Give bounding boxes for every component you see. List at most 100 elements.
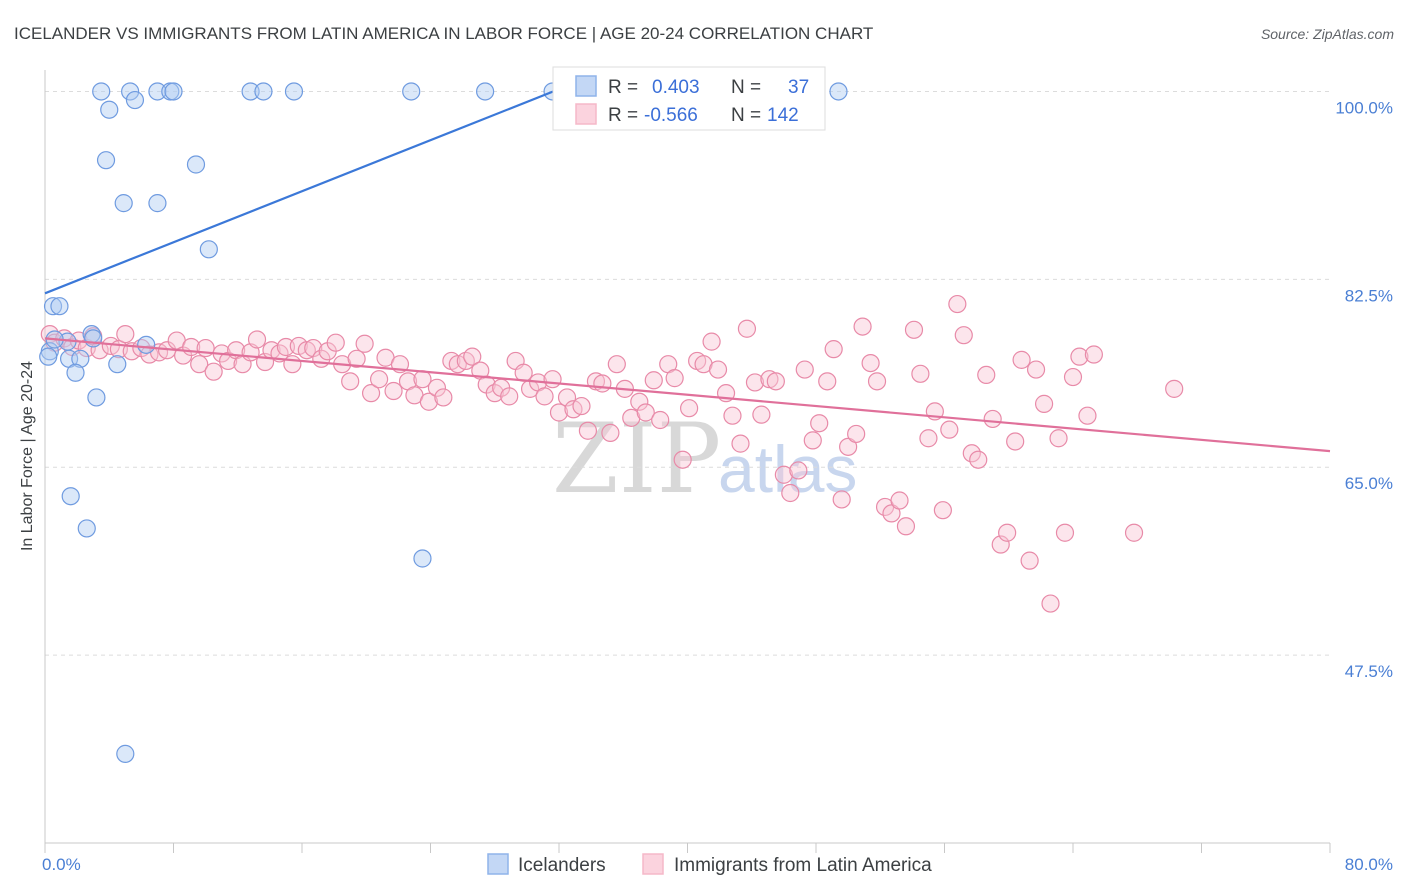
latin-america-point-142 <box>1078 406 1097 425</box>
icelanders-point-26 <box>71 349 90 368</box>
latin-america-point-67 <box>535 387 554 406</box>
y-tick-label-0: 47.5% <box>1345 662 1393 681</box>
icelanders-point-7 <box>284 82 304 101</box>
latin-america-point-43 <box>361 384 381 403</box>
latin-america-point-115 <box>882 504 901 523</box>
latin-america-point-118 <box>904 320 924 339</box>
latin-america-point-97 <box>752 405 771 424</box>
series-latin-america-points <box>40 294 1184 613</box>
legend-n-value-latin-america: 142 <box>767 105 799 126</box>
icelanders-point-16 <box>114 194 133 213</box>
latin-america-point-108 <box>832 490 851 509</box>
latin-america-point-143 <box>1084 345 1103 364</box>
latin-america-point-101 <box>781 483 800 503</box>
x-tick-labels: 0.0% 80.0% <box>42 855 1393 874</box>
latin-america-point-81 <box>636 403 655 422</box>
latin-america-point-52 <box>427 378 447 397</box>
latin-america-point-86 <box>673 450 692 469</box>
y-tick-label-3: 100.0% <box>1335 98 1393 117</box>
latin-america-point-82 <box>644 371 663 390</box>
legend-r-value-latin-america: -0.566 <box>644 105 698 126</box>
latin-america-point-102 <box>789 461 808 480</box>
latin-america-point-145 <box>1165 379 1184 398</box>
stats-legend-box <box>552 66 826 131</box>
icelanders-point-13 <box>100 100 119 119</box>
icelanders-point-32 <box>413 549 432 568</box>
latin-america-point-119 <box>911 364 930 383</box>
latin-america-point-31 <box>276 337 296 357</box>
latin-america-point-104 <box>803 431 822 450</box>
latin-america-point-120 <box>919 429 938 448</box>
legend-swatch-latin-america <box>575 103 597 125</box>
icelanders-point-30 <box>61 487 80 506</box>
latin-america-point-133 <box>1012 350 1031 369</box>
legend-swatch-icelanders <box>575 75 597 97</box>
legend-r-label-icelanders: R = <box>608 77 638 98</box>
latin-america-point-139 <box>1055 523 1075 542</box>
icelanders-point-4 <box>164 82 183 101</box>
latin-america-point-53 <box>434 388 453 407</box>
latin-america-point-41 <box>347 349 366 368</box>
bottom-legend-swatch-latin-america <box>642 853 664 875</box>
latin-america-point-32 <box>283 355 302 374</box>
chart-source: Source: ZipAtlas.com <box>1261 26 1394 42</box>
latin-america-point-128 <box>977 365 996 385</box>
latin-america-point-124 <box>948 294 967 314</box>
latin-america-point-127 <box>969 450 988 469</box>
latin-america-point-123 <box>940 420 959 439</box>
latin-america-point-135 <box>1026 360 1046 379</box>
gridlines <box>45 90 1330 656</box>
latin-america-point-103 <box>795 360 814 379</box>
latin-america-point-140 <box>1063 367 1083 387</box>
latin-america-point-117 <box>896 517 916 536</box>
latin-america-point-73 <box>578 421 598 440</box>
latin-america-point-44 <box>370 370 389 389</box>
icelanders-point-36 <box>84 329 103 348</box>
latin-america-point-95 <box>737 319 757 338</box>
icelanders-point-27 <box>108 355 127 374</box>
icelanders-point-9 <box>476 82 495 101</box>
legend-n-label-latin-america: N = <box>731 105 761 126</box>
icelanders-trend-line <box>44 68 608 295</box>
y-tick-label-2: 82.5% <box>1345 286 1393 305</box>
latin-america-point-70 <box>557 388 577 407</box>
latin-america-point-105 <box>810 414 829 433</box>
latin-america-point-91 <box>708 360 728 379</box>
latin-america-point-68 <box>543 370 562 389</box>
latin-america-point-10 <box>116 325 135 344</box>
latin-america-point-132 <box>1006 432 1025 451</box>
chart-title: ICELANDER VS IMMIGRANTS FROM LATIN AMERI… <box>14 24 873 43</box>
latin-america-point-106 <box>818 372 837 391</box>
latin-america-point-87 <box>680 399 699 418</box>
watermark: ZIP atlas <box>552 403 857 515</box>
latin-america-point-64 <box>514 363 533 382</box>
watermark-atlas: atlas <box>718 432 857 506</box>
latin-america-point-27 <box>247 330 267 349</box>
latin-america-point-19 <box>190 355 209 374</box>
latin-america-point-46 <box>384 381 403 401</box>
icelanders-point-12 <box>125 90 145 110</box>
latin-america-point-72 <box>572 396 591 416</box>
legend-r-value-icelanders: 0.403 <box>652 77 700 98</box>
y-tick-labels: 47.5% 65.0% 82.5% 100.0% <box>1335 98 1393 681</box>
latin-america-point-77 <box>607 355 626 374</box>
latin-america-point-85 <box>665 369 684 388</box>
icelanders-point-8 <box>402 82 421 101</box>
latin-america-point-94 <box>731 434 750 453</box>
legend-r-label-latin-america: R = <box>608 105 638 126</box>
icelanders-point-17 <box>148 194 167 213</box>
icelanders-point-20 <box>50 297 69 316</box>
latin-america-point-136 <box>1034 394 1054 413</box>
icelanders-point-14 <box>96 151 116 170</box>
latin-america-point-125 <box>954 326 973 345</box>
latin-america-point-99 <box>766 372 785 391</box>
latin-america-point-122 <box>933 501 952 520</box>
latin-america-point-80 <box>630 392 649 411</box>
latin-america-point-62 <box>500 387 519 406</box>
icelanders-point-19 <box>43 297 63 316</box>
latin-america-point-107 <box>824 340 843 359</box>
latin-america-point-138 <box>1049 429 1068 448</box>
latin-america-point-116 <box>890 491 909 510</box>
icelanders-point-1 <box>121 82 140 101</box>
latin-america-point-134 <box>1020 551 1039 570</box>
